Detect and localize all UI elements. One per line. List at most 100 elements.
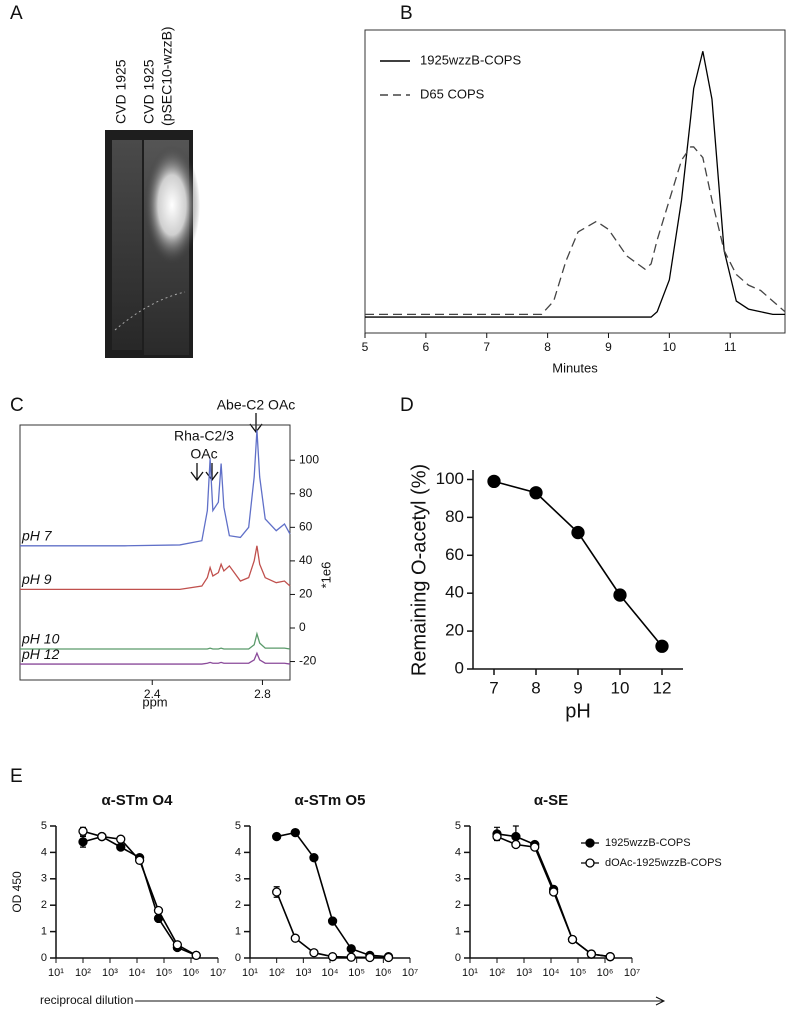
y-tick-label: 40 bbox=[299, 553, 313, 567]
series-label: pH 10 bbox=[21, 631, 60, 647]
data-point bbox=[327, 916, 338, 926]
data-point bbox=[153, 905, 164, 916]
y-tick-label: 0 bbox=[235, 952, 241, 964]
x-tick-label: 12 bbox=[653, 678, 672, 697]
x-axis-label: pH bbox=[565, 700, 591, 722]
data-point bbox=[511, 839, 521, 850]
x-tick-label: 10³ bbox=[516, 967, 532, 979]
x-tick-label: 5 bbox=[362, 340, 369, 354]
data-point bbox=[272, 831, 282, 842]
data-point bbox=[586, 949, 597, 959]
data-point bbox=[309, 853, 319, 863]
y-tick-label: 5 bbox=[235, 820, 241, 832]
data-point bbox=[605, 952, 615, 962]
data-point bbox=[78, 826, 88, 836]
data-point bbox=[571, 525, 585, 540]
legend-label: D65 COPS bbox=[420, 86, 485, 101]
lane-label: CVD 1925 bbox=[113, 59, 129, 124]
x-tick-label: 10¹ bbox=[462, 967, 478, 979]
x-tick-label: 10⁶ bbox=[375, 967, 392, 979]
data-point bbox=[327, 952, 338, 962]
x-tick-label: 10⁶ bbox=[597, 967, 614, 979]
y-tick-label: 80 bbox=[299, 486, 313, 500]
data-point bbox=[548, 887, 559, 897]
data-point bbox=[613, 588, 627, 602]
data-point bbox=[492, 831, 502, 842]
data-point bbox=[487, 474, 501, 489]
y-tick-label: 100 bbox=[436, 469, 464, 488]
legend-marker bbox=[585, 838, 595, 848]
x-tick-label: 10⁷ bbox=[210, 967, 226, 979]
y-tick-label: 0 bbox=[455, 658, 464, 677]
x-tick-label: 10² bbox=[75, 967, 91, 979]
x-tick-label: 6 bbox=[423, 340, 430, 354]
x-tick-label: 10¹ bbox=[242, 967, 258, 979]
data-point bbox=[365, 952, 375, 963]
y-tick-label: 0 bbox=[299, 620, 306, 634]
y-tick-label: 0 bbox=[41, 952, 47, 964]
chart-title: α-STm O4 bbox=[102, 792, 174, 809]
annotation-arrow bbox=[249, 413, 263, 434]
x-tick-label: 10⁴ bbox=[322, 967, 339, 979]
x-axis-label: ppm bbox=[142, 694, 167, 709]
panel-letter: E bbox=[10, 766, 23, 787]
data-point bbox=[529, 486, 543, 500]
y-tick-label: -20 bbox=[299, 654, 317, 668]
y-tick-label: 2 bbox=[235, 899, 241, 911]
y-axis-label: Remaining O-acetyl (%) bbox=[408, 464, 430, 676]
data-point bbox=[346, 944, 356, 954]
chart-title: α-SE bbox=[534, 792, 568, 809]
data-line bbox=[20, 631, 291, 650]
x-tick-label: 9 bbox=[605, 340, 612, 354]
data-line bbox=[365, 51, 785, 318]
data-line bbox=[20, 545, 291, 591]
x-axis-label: reciprocal dilution bbox=[40, 993, 133, 1007]
data-point bbox=[290, 827, 300, 838]
y-tick-label: 60 bbox=[445, 545, 464, 564]
x-tick-label: 2.8 bbox=[254, 687, 271, 701]
data-line bbox=[20, 651, 291, 665]
chart-title: α-STm O5 bbox=[295, 792, 366, 809]
data-point bbox=[191, 950, 201, 961]
y-tick-label: 2 bbox=[41, 899, 47, 911]
y-tick-label: 20 bbox=[445, 621, 464, 640]
series-label: pH 12 bbox=[21, 646, 60, 662]
x-tick-label: 10 bbox=[611, 678, 630, 697]
x-tick-label: 7 bbox=[483, 340, 490, 354]
x-tick-label: 10⁵ bbox=[348, 967, 365, 979]
x-tick-label: 11 bbox=[724, 340, 737, 354]
data-point bbox=[511, 831, 521, 842]
x-tick-label: 10² bbox=[269, 967, 285, 979]
y-tick-label: 60 bbox=[299, 520, 313, 534]
x-tick-label: 9 bbox=[573, 678, 582, 697]
x-tick-label: 10⁷ bbox=[402, 967, 418, 979]
y-axis-label: OD 450 bbox=[10, 871, 24, 913]
y-tick-label: 5 bbox=[455, 820, 461, 832]
data-point bbox=[567, 934, 578, 945]
data-point bbox=[290, 933, 300, 943]
panel-letter: D bbox=[400, 395, 414, 416]
x-tick-label: 10⁵ bbox=[570, 967, 587, 979]
panel-letter: B bbox=[400, 3, 413, 24]
y-tick-label: 80 bbox=[445, 507, 464, 526]
x-tick-label: 10¹ bbox=[48, 967, 64, 979]
annotation: OAc bbox=[190, 446, 217, 462]
y-tick-label: 1 bbox=[235, 926, 241, 938]
panel-letter: A bbox=[10, 3, 23, 24]
data-line bbox=[20, 429, 291, 547]
data-point bbox=[172, 940, 183, 950]
y-tick-label: 20 bbox=[299, 587, 313, 601]
data-point bbox=[134, 855, 145, 865]
data-point bbox=[383, 952, 394, 963]
data-line bbox=[365, 146, 786, 316]
x-tick-label: 2.4 bbox=[144, 687, 161, 701]
data-point bbox=[309, 948, 319, 958]
y-tick-label: 1 bbox=[41, 926, 47, 938]
x-tick-label: 8 bbox=[544, 340, 551, 354]
data-point bbox=[78, 837, 88, 847]
annotation-arrow bbox=[190, 463, 219, 482]
y-tick-label: 100 bbox=[299, 452, 319, 466]
legend-label: dOAc-1925wzzB-COPS bbox=[605, 857, 722, 869]
y-axis-label: *1e6 bbox=[318, 562, 333, 589]
